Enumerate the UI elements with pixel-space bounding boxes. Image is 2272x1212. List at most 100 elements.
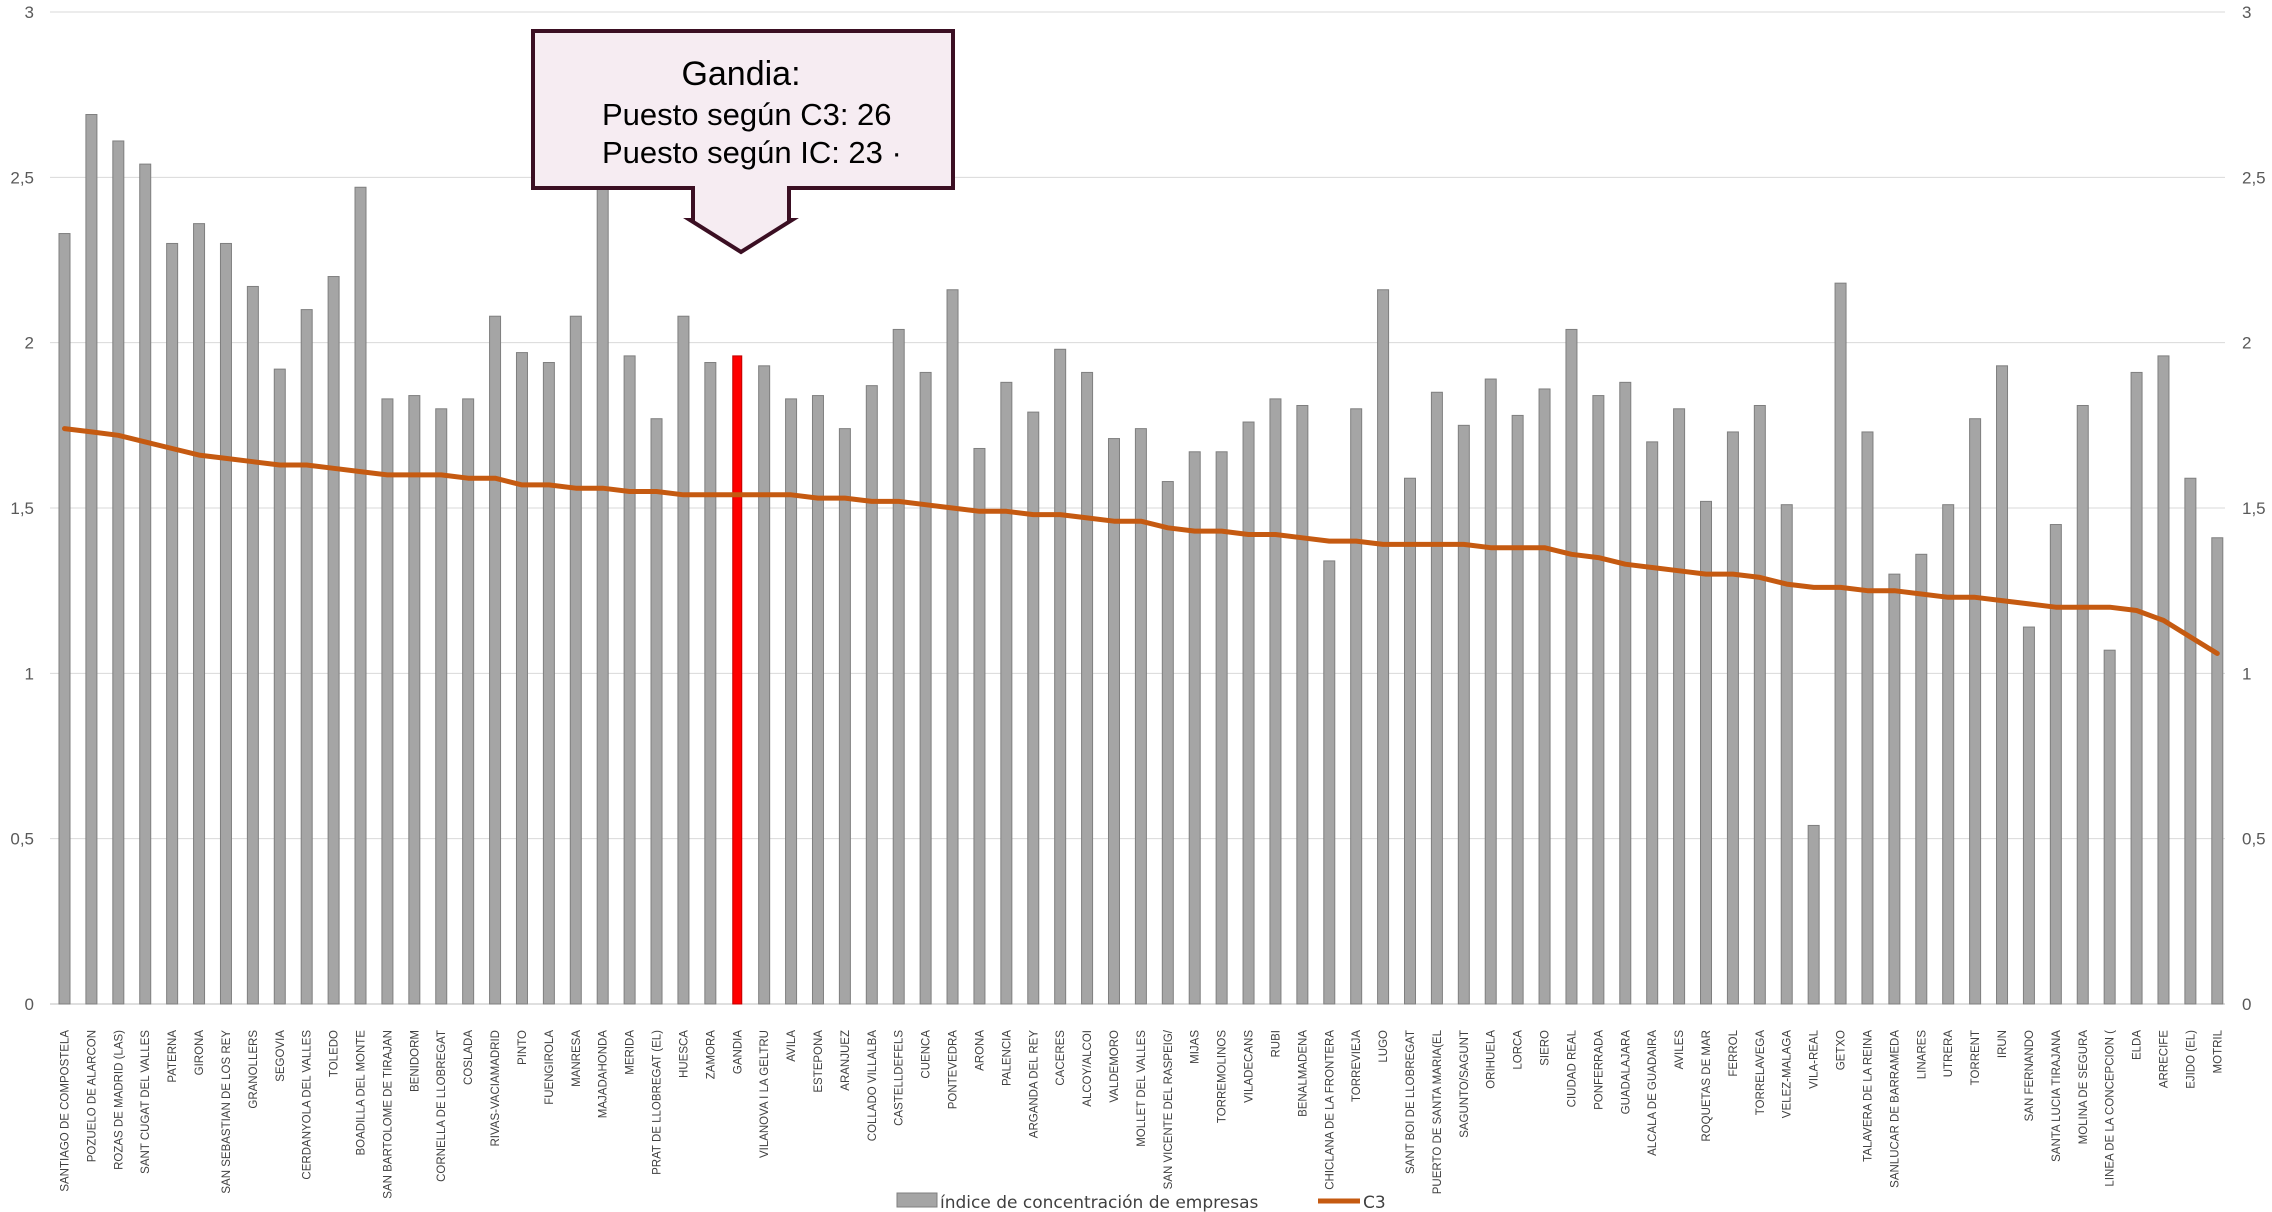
x-tick-label: PRAT DE LLOBREGAT (EL) [652, 1030, 664, 1175]
c3-line [62, 426, 2220, 656]
bar [2130, 371, 2143, 1005]
x-tick-label: CACERES [1055, 1030, 1067, 1086]
legend-bar-swatch [896, 1192, 938, 1208]
x-tick-label: CIUDAD REAL [1566, 1029, 1578, 1107]
bar [758, 365, 771, 1005]
x-tick-label: VELEZ-MALAGA [1782, 1030, 1794, 1119]
x-tick-label: MOLINA DE SEGURA [2078, 1030, 2090, 1145]
bar [1323, 560, 1336, 1005]
bar [1269, 398, 1282, 1005]
x-tick-label: MAJADAHONDA [598, 1030, 610, 1119]
x-tick-label: ARRECIFE [2158, 1030, 2170, 1088]
x-tick-label: ELDA [2132, 1030, 2144, 1060]
x-tick-label: ALCOY/ALCOI [1082, 1030, 1094, 1107]
y-tick-label-left: 3 [25, 3, 34, 22]
bar [58, 233, 71, 1005]
x-tick-label: FUENGIROLA [544, 1030, 556, 1105]
x-tick-label: UTRERA [1943, 1030, 1955, 1078]
x-tick-label: SANLUCAR DE BARRAMEDA [1889, 1030, 1901, 1188]
x-tick-label: SAN FERNANDO [2024, 1030, 2036, 1121]
bar [1188, 451, 1201, 1005]
y-tick-label-left: 1 [25, 664, 34, 683]
x-tick-label: ROZAS DE MADRID (LAS) [113, 1030, 125, 1170]
bar [246, 285, 259, 1005]
x-tick-label: GRANOLLERS [248, 1030, 260, 1109]
bar [569, 315, 582, 1005]
bar [1457, 424, 1470, 1005]
x-tick-label: PALENCIA [1001, 1030, 1013, 1086]
bar [1350, 408, 1363, 1005]
x-tick-label: COSLADA [463, 1030, 475, 1085]
x-tick-label: COLLADO VILLALBA [867, 1030, 879, 1142]
x-tick-label: BENALMADENA [1297, 1030, 1309, 1117]
x-tick-label: SANTIAGO DE COMPOSTELA [60, 1030, 72, 1192]
bar [462, 398, 475, 1005]
x-tick-label: EJIDO (EL) [2185, 1030, 2197, 1089]
x-tick-label: PONTEVEDRA [948, 1030, 960, 1110]
bar [1565, 328, 1578, 1005]
bar [435, 408, 448, 1005]
bar [166, 242, 179, 1005]
x-tick-label: LORCA [1513, 1030, 1525, 1070]
x-tick-label: ORIHUELA [1486, 1030, 1498, 1089]
x-tick-label: SIERO [1540, 1030, 1552, 1066]
y-tick-label-right: 1 [2242, 664, 2251, 683]
bar [946, 289, 959, 1005]
x-tick-label: POZUELO DE ALARCON [86, 1030, 98, 1162]
x-tick-label: SAGUNTO/SAGUNT [1459, 1030, 1471, 1138]
x-tick-label: RUBI [1270, 1030, 1282, 1057]
bar [1484, 378, 1497, 1005]
bar [1807, 824, 1820, 1005]
x-tick-label: AVILA [786, 1030, 798, 1062]
bar [219, 242, 232, 1005]
callout-shape [531, 29, 955, 255]
x-tick-label: VILANOVA I LA GELTRU [759, 1030, 771, 1158]
bar [811, 395, 824, 1005]
x-tick-label: SAN VICENTE DEL RASPEIG/ [1163, 1029, 1175, 1189]
bar [1673, 408, 1686, 1005]
bar [139, 163, 152, 1005]
x-tick-label: CHICLANA DE LA FRONTERA [1324, 1030, 1336, 1190]
callout-rank-ic: Puesto según IC: 23 · [602, 135, 902, 170]
x-tick-label: BENIDORM [409, 1030, 421, 1092]
bar [1000, 381, 1013, 1005]
legend: índice de concentración de empresas C3 [896, 1192, 1386, 1212]
bar [785, 398, 798, 1005]
bar [704, 362, 717, 1005]
bar [1753, 404, 1766, 1005]
bar [1619, 381, 1632, 1005]
x-tick-label: CORNELLA DE LLOBREGAT [436, 1030, 448, 1182]
x-tick-label: VILA-REAL [1809, 1029, 1821, 1088]
x-tick-label: CUENCA [921, 1030, 933, 1079]
bar [1404, 477, 1416, 1005]
bar-highlight [732, 355, 743, 1005]
x-tick-label: VILADECANS [1244, 1030, 1256, 1103]
bar [1726, 431, 1739, 1005]
bar [1377, 289, 1390, 1005]
x-tick-label: ARANJUEZ [840, 1030, 852, 1091]
x-tick-label: BOADILLA DEL MONTE [356, 1030, 368, 1156]
bar [1134, 428, 1147, 1005]
bar [2022, 626, 2035, 1005]
bar [1215, 451, 1228, 1005]
bar [1511, 414, 1524, 1005]
bar [1834, 282, 1847, 1005]
bar [1888, 573, 1901, 1005]
bar [1700, 500, 1713, 1005]
bar [273, 368, 286, 1005]
bar [2076, 404, 2089, 1005]
y-axis-right: 0 0,5 1 1,5 2 2,5 3 [2242, 3, 2266, 1014]
x-tick-label: TORRELAVEGA [1755, 1030, 1767, 1116]
bar [193, 223, 206, 1005]
line-series [62, 426, 2220, 656]
bar [1538, 388, 1551, 1005]
y-tick-label-left: 2,5 [10, 168, 34, 187]
bar [112, 140, 125, 1005]
legend-bar-label: índice de concentración de empresas [940, 1193, 1259, 1212]
bar [327, 276, 340, 1005]
x-tick-label: TORRENT [1970, 1030, 1982, 1085]
x-tick-label: HUESCA [678, 1030, 690, 1078]
x-tick-label: TALAVERA DE LA REINA [1862, 1030, 1874, 1162]
bar [1242, 421, 1255, 1005]
